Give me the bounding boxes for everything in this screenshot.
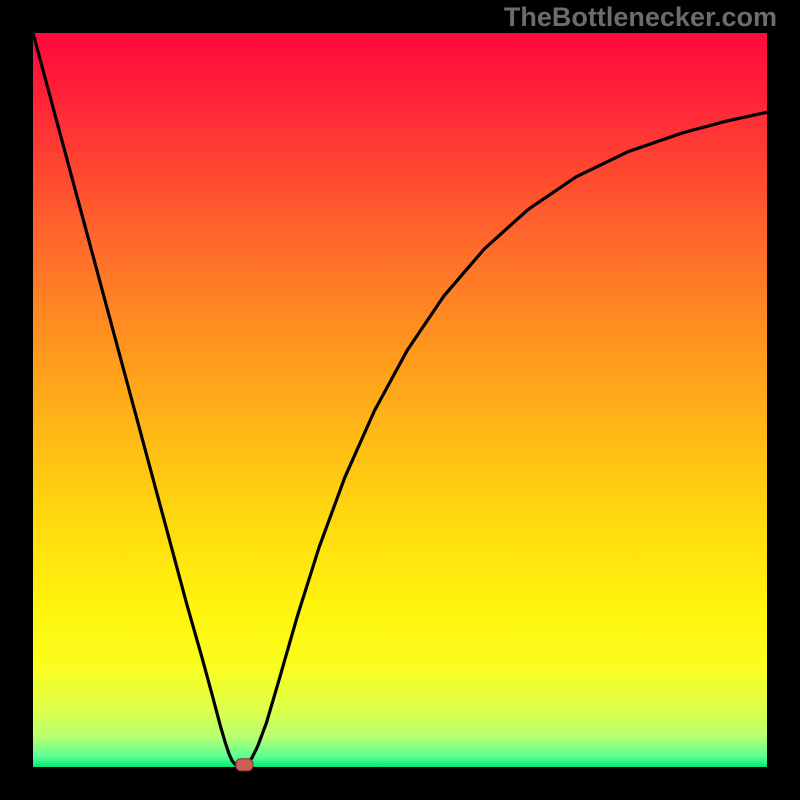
chart-container: TheBottlenecker.com bbox=[0, 0, 800, 800]
plot-area bbox=[33, 33, 767, 767]
watermark-text: TheBottlenecker.com bbox=[504, 2, 777, 33]
